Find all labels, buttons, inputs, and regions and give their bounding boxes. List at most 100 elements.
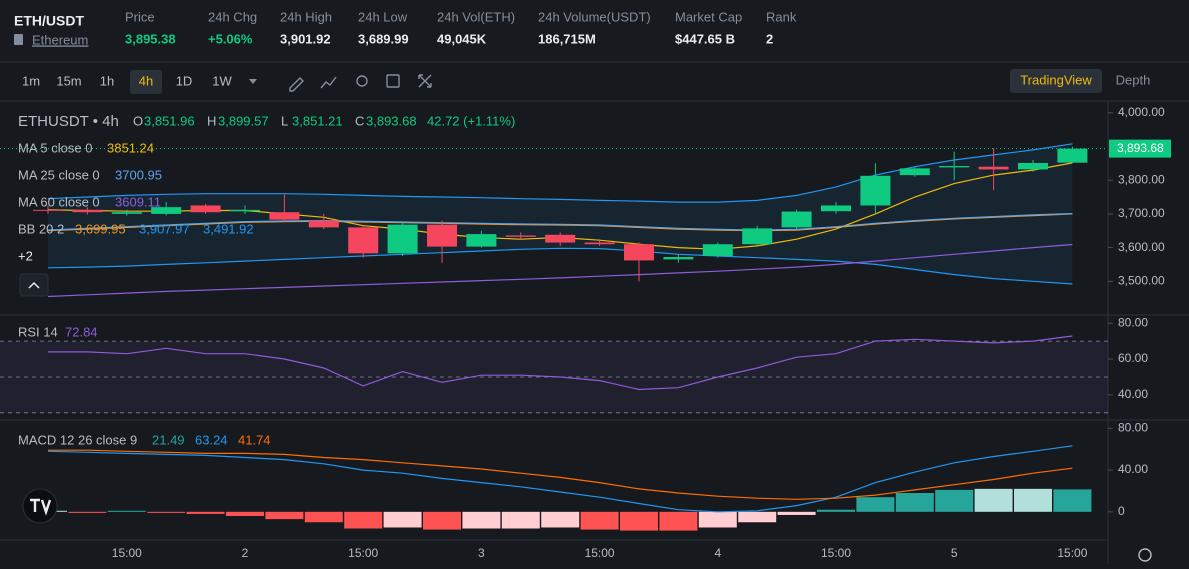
- indicator-value: 21.49: [152, 432, 185, 447]
- chart-title: ETHUSDT • 4h: [18, 113, 119, 130]
- ohlc-label: L: [281, 113, 288, 128]
- x-tick-label: 15:00: [1057, 546, 1087, 560]
- indicator-value: 3700.95: [115, 167, 162, 182]
- macd-bar: [1053, 489, 1092, 512]
- indicator-icon[interactable]: [320, 76, 337, 89]
- interval[interactable]: 1D: [176, 73, 193, 88]
- macd-bar: [895, 493, 934, 512]
- logo-mark: [30, 498, 52, 516]
- coin-name[interactable]: Ethereum: [32, 32, 88, 47]
- macd-bar: [817, 509, 855, 512]
- interval[interactable]: 15m: [56, 73, 81, 88]
- candle-body: [230, 209, 260, 212]
- y-tick-label: 80.00: [1118, 420, 1148, 434]
- indicator-value: 3851.24: [107, 140, 154, 155]
- header-bar: [0, 0, 1189, 62]
- candle-body: [781, 211, 812, 228]
- ohlc-value: 3,893.68: [366, 113, 417, 128]
- stat-value: 3,895.38: [125, 31, 176, 46]
- toolbar: 1m 15m 1h 4h 1D 1W TradingView Depth: [22, 69, 1150, 94]
- view-tab[interactable]: Depth: [1116, 72, 1151, 87]
- macd-bar: [147, 511, 186, 513]
- draw-icon[interactable]: [289, 77, 304, 92]
- indicator-name: MA 5 close 0: [18, 140, 92, 155]
- ohlc-label: O: [133, 113, 143, 128]
- stat-label: Rank: [766, 9, 797, 24]
- indicator-name: RSI 14: [18, 324, 58, 339]
- macd-bar: [186, 511, 225, 514]
- macd-bar: [383, 511, 422, 528]
- candle-body: [505, 235, 536, 237]
- indicator-value: 3,907.97: [139, 221, 190, 236]
- candle-body: [939, 166, 970, 168]
- macd-line: [47, 445, 1073, 513]
- settings-icon[interactable]: [356, 75, 368, 87]
- stats: Price 3,895.38 24h Chg +5.06% 24h High 3,901.…: [125, 9, 797, 46]
- settings-gear[interactable]: [1138, 548, 1152, 562]
- stat-label: Market Cap: [675, 9, 742, 24]
- x-tick-label: 15:00: [821, 546, 851, 560]
- y-tick-label: 4,000.00: [1118, 105, 1165, 119]
- candle-body: [308, 220, 339, 228]
- y-tick-label: 40.00: [1118, 387, 1148, 401]
- x-tick-label: 15:00: [112, 546, 142, 560]
- stat-label: 24h Vol(ETH): [437, 9, 515, 24]
- candle-body: [190, 205, 221, 213]
- macd-bar: [620, 511, 658, 531]
- macd-bar: [1014, 488, 1052, 512]
- active-view-bg: [1010, 69, 1102, 93]
- candle-body: [978, 166, 1009, 170]
- y-tick-label: 3,500.00: [1118, 273, 1165, 287]
- dropdown-icon[interactable]: [249, 79, 257, 84]
- legend: ETHUSDT • 4h O 3,851.96 H 3,899.57 L 3,851.21 C…: [18, 113, 515, 447]
- macd-bar: [974, 488, 1013, 512]
- x-tick-label: 15:00: [585, 546, 615, 560]
- stat-label: 24h High: [280, 9, 332, 24]
- macd-bar: [856, 497, 895, 512]
- indicator-value: 3,699.95: [75, 221, 126, 236]
- candle-body: [348, 227, 379, 254]
- fullscreen-icon[interactable]: [418, 74, 432, 88]
- candle-body: [545, 234, 576, 243]
- candle-body: [584, 242, 615, 245]
- indicator-name: MACD 12 26 close 9: [18, 432, 137, 447]
- coin-icon: [14, 34, 23, 45]
- last-price-box: [1109, 139, 1171, 158]
- candle-body: [860, 175, 891, 206]
- interval[interactable]: 1h: [100, 73, 114, 88]
- ohlc-value: 3,851.96: [144, 113, 195, 128]
- logo: [22, 488, 58, 524]
- y-tick-label: 3,800.00: [1118, 172, 1165, 186]
- collapse-button[interactable]: [19, 273, 49, 297]
- candle-body: [72, 209, 103, 213]
- stat-label: 24h Volume(USDT): [538, 9, 651, 24]
- save-icon[interactable]: [386, 74, 400, 88]
- indicator-value: 3,491.92: [203, 221, 254, 236]
- candle-body: [427, 224, 457, 247]
- interval[interactable]: 4h: [139, 73, 153, 88]
- plot: 4,000.00 3,800.00 3,700.00 3,600.00 3,500.00…: [0, 105, 1171, 560]
- interval[interactable]: 1m: [22, 73, 40, 88]
- y-tick-label: 0: [1118, 504, 1125, 518]
- macd-bar: [777, 511, 816, 515]
- stat-label: 24h Low: [358, 9, 408, 24]
- macd-bar: [935, 489, 974, 512]
- candle-body: [269, 212, 300, 220]
- macd-bar: [501, 511, 540, 529]
- last-price-label: 3,893.68: [1117, 141, 1164, 155]
- hidden-indicators[interactable]: +2: [18, 248, 33, 263]
- stat-value: +5.06%: [208, 31, 253, 46]
- ma-line: [47, 243, 1073, 298]
- change: 42.72 (+1.11%): [427, 113, 515, 128]
- interval[interactable]: 1W: [212, 73, 232, 88]
- x-tick-label: 4: [714, 546, 721, 560]
- macd-bar: [344, 511, 383, 529]
- indicator-name: MA 60 close 0: [18, 194, 100, 209]
- candle-body: [151, 207, 182, 214]
- candle-body: [387, 224, 418, 254]
- view-tab[interactable]: TradingView: [1020, 72, 1092, 87]
- stat-label: 24h Chg: [208, 9, 257, 24]
- tool-icons: [249, 74, 432, 92]
- macd-bar: [226, 511, 264, 516]
- y-tick-label: 40.00: [1118, 462, 1148, 476]
